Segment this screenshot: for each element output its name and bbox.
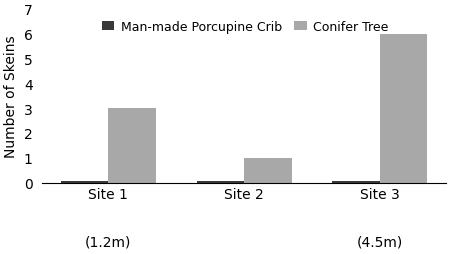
Bar — [197, 182, 244, 183]
Bar — [244, 158, 292, 183]
Legend: Man-made Porcupine Crib, Conifer Tree: Man-made Porcupine Crib, Conifer Tree — [97, 16, 393, 39]
Y-axis label: Number of Skeins: Number of Skeins — [4, 35, 18, 157]
Text: (1.2m): (1.2m) — [85, 235, 131, 249]
Bar — [380, 34, 428, 183]
Bar — [333, 182, 380, 183]
Text: (4.5m): (4.5m) — [357, 235, 403, 249]
Bar — [61, 182, 108, 183]
Bar — [108, 109, 156, 183]
